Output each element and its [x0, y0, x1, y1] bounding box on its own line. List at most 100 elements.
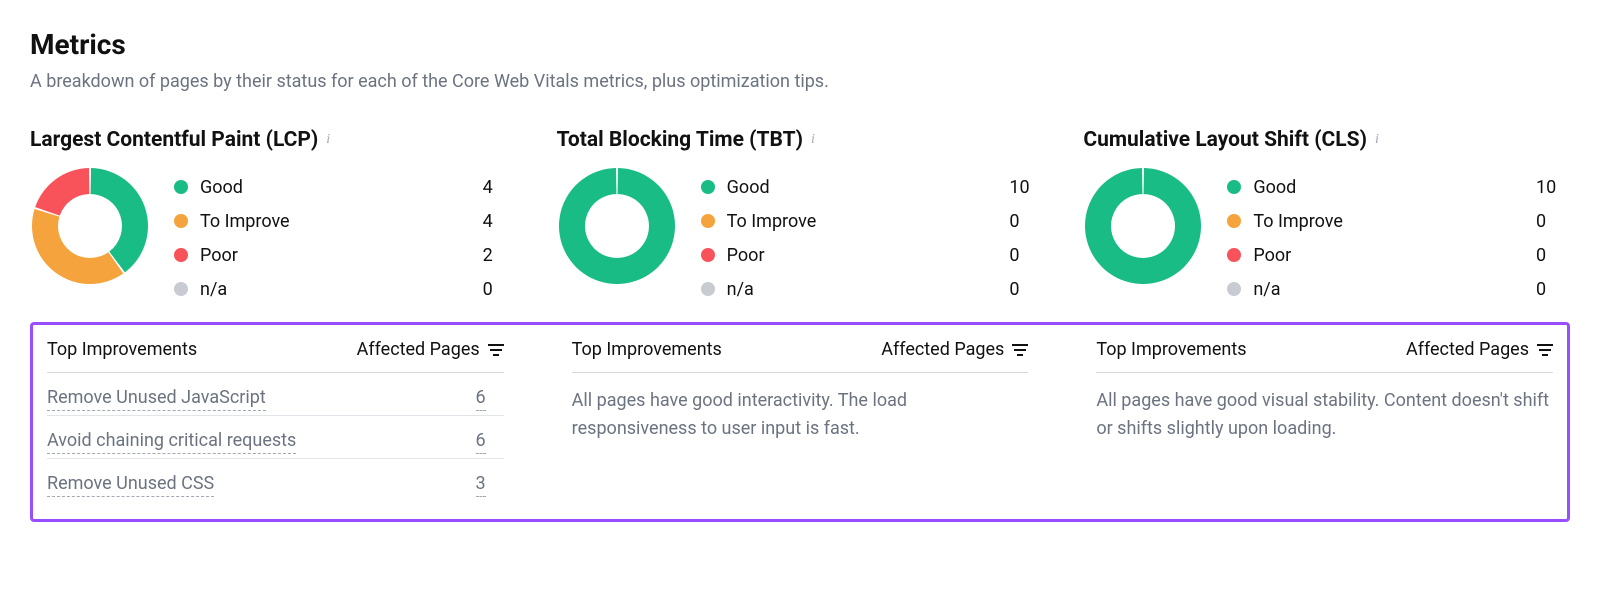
legend-value: 0	[1009, 211, 1043, 232]
col-affected-label[interactable]: Affected Pages	[881, 339, 1028, 360]
improvement-link[interactable]: Avoid chaining critical requests	[47, 430, 296, 454]
legend-dot-good	[701, 180, 715, 194]
page-title: Metrics	[30, 28, 1570, 61]
col-affected-label[interactable]: Affected Pages	[357, 339, 504, 360]
legend-value: 0	[1536, 245, 1570, 266]
improvements-message: All pages have good interactivity. The l…	[572, 373, 1029, 443]
chart-and-legend: Good 10 To Improve 0 Poor 0 n/a 0	[1083, 166, 1570, 306]
legend-dot-good	[174, 180, 188, 194]
improvements-header: Top Improvements Affected Pages	[572, 339, 1029, 373]
legend-value: 10	[1536, 177, 1570, 198]
legend-label: To Improve	[200, 211, 483, 232]
legend-tbt: Good 10 To Improve 0 Poor 0 n/a 0	[701, 166, 1044, 306]
legend-label: Good	[1253, 177, 1536, 198]
legend-row-to-improve: To Improve 4	[174, 204, 517, 238]
improvements-cell-cls: Top Improvements Affected Pages All page…	[1082, 325, 1567, 519]
legend-label: To Improve	[1253, 211, 1536, 232]
legend-value: 4	[483, 177, 517, 198]
sort-icon	[488, 344, 504, 356]
donut-chart-tbt	[557, 166, 677, 286]
legend-label: n/a	[1253, 279, 1536, 300]
legend-row-na: n/a 0	[174, 272, 517, 306]
legend-value: 2	[483, 245, 517, 266]
legend-label: n/a	[200, 279, 483, 300]
legend-value: 0	[1009, 279, 1043, 300]
legend-value: 0	[1009, 245, 1043, 266]
improvements-header: Top Improvements Affected Pages	[47, 339, 504, 373]
col-improvements-label: Top Improvements	[1096, 339, 1406, 360]
legend-dot-na	[174, 282, 188, 296]
improvement-link[interactable]: Remove Unused JavaScript	[47, 387, 266, 411]
col-improvements-label: Top Improvements	[572, 339, 882, 360]
legend-label: n/a	[727, 279, 1010, 300]
donut-chart-lcp	[30, 166, 150, 286]
chart-and-legend: Good 4 To Improve 4 Poor 2 n/a 0	[30, 166, 517, 306]
info-icon[interactable]: i	[811, 132, 815, 148]
legend-label: Poor	[1253, 245, 1536, 266]
legend-lcp: Good 4 To Improve 4 Poor 2 n/a 0	[174, 166, 517, 306]
legend-dot-poor	[701, 248, 715, 262]
legend-value: 10	[1009, 177, 1043, 198]
metric-title-row: Largest Contentful Paint (LCP) i	[30, 128, 517, 152]
legend-label: Good	[727, 177, 1010, 198]
legend-label: Poor	[200, 245, 483, 266]
metric-panel-cls: Cumulative Layout Shift (CLS) i Good 10 …	[1083, 128, 1570, 316]
legend-cls: Good 10 To Improve 0 Poor 0 n/a 0	[1227, 166, 1570, 306]
legend-value: 0	[1536, 279, 1570, 300]
improvement-count[interactable]: 3	[476, 473, 486, 497]
col-affected-text: Affected Pages	[1406, 339, 1529, 360]
improvement-link[interactable]: Remove Unused CSS	[47, 473, 214, 497]
improvement-count[interactable]: 6	[476, 387, 486, 411]
metric-title-lcp: Largest Contentful Paint (LCP)	[30, 128, 318, 152]
chart-and-legend: Good 10 To Improve 0 Poor 0 n/a 0	[557, 166, 1044, 306]
legend-row-good: Good 10	[701, 170, 1044, 204]
metrics-row: Largest Contentful Paint (LCP) i Good 4 …	[30, 128, 1570, 316]
improvement-row: Remove Unused JavaScript 6	[47, 373, 504, 416]
metric-panel-lcp: Largest Contentful Paint (LCP) i Good 4 …	[30, 128, 517, 316]
legend-row-good: Good 4	[174, 170, 517, 204]
page-subtitle: A breakdown of pages by their status for…	[30, 71, 1570, 92]
improvements-highlight-box: Top Improvements Affected Pages Remove U…	[30, 322, 1570, 522]
legend-row-to-improve: To Improve 0	[1227, 204, 1570, 238]
info-icon[interactable]: i	[326, 132, 330, 148]
legend-dot-na	[701, 282, 715, 296]
legend-value: 0	[1536, 211, 1570, 232]
metric-title-row: Total Blocking Time (TBT) i	[557, 128, 1044, 152]
improvement-count[interactable]: 6	[476, 430, 486, 454]
col-improvements-label: Top Improvements	[47, 339, 357, 360]
legend-dot-poor	[174, 248, 188, 262]
legend-dot-na	[1227, 282, 1241, 296]
legend-row-to-improve: To Improve 0	[701, 204, 1044, 238]
metric-title-cls: Cumulative Layout Shift (CLS)	[1083, 128, 1367, 152]
legend-row-na: n/a 0	[1227, 272, 1570, 306]
legend-dot-to-improve	[174, 214, 188, 228]
metric-title-tbt: Total Blocking Time (TBT)	[557, 128, 803, 152]
improvements-cell-tbt: Top Improvements Affected Pages All page…	[558, 325, 1043, 519]
legend-value: 0	[483, 279, 517, 300]
legend-row-poor: Poor 0	[1227, 238, 1570, 272]
improvement-row: Avoid chaining critical requests 6	[47, 416, 504, 459]
legend-label: Poor	[727, 245, 1010, 266]
col-affected-text: Affected Pages	[357, 339, 480, 360]
improvements-header: Top Improvements Affected Pages	[1096, 339, 1553, 373]
improvements-message: All pages have good visual stability. Co…	[1096, 373, 1553, 443]
donut-chart-cls	[1083, 166, 1203, 286]
sort-icon	[1537, 344, 1553, 356]
improvements-cell-lcp: Top Improvements Affected Pages Remove U…	[33, 325, 518, 519]
legend-dot-to-improve	[701, 214, 715, 228]
metric-panel-tbt: Total Blocking Time (TBT) i Good 10 To I…	[557, 128, 1044, 316]
legend-label: To Improve	[727, 211, 1010, 232]
legend-row-poor: Poor 2	[174, 238, 517, 272]
legend-dot-good	[1227, 180, 1241, 194]
legend-row-good: Good 10	[1227, 170, 1570, 204]
col-affected-label[interactable]: Affected Pages	[1406, 339, 1553, 360]
improvement-row: Remove Unused CSS 3	[47, 459, 504, 501]
legend-row-poor: Poor 0	[701, 238, 1044, 272]
legend-value: 4	[483, 211, 517, 232]
legend-dot-to-improve	[1227, 214, 1241, 228]
info-icon[interactable]: i	[1375, 132, 1379, 148]
legend-label: Good	[200, 177, 483, 198]
metric-title-row: Cumulative Layout Shift (CLS) i	[1083, 128, 1570, 152]
legend-row-na: n/a 0	[701, 272, 1044, 306]
sort-icon	[1012, 344, 1028, 356]
